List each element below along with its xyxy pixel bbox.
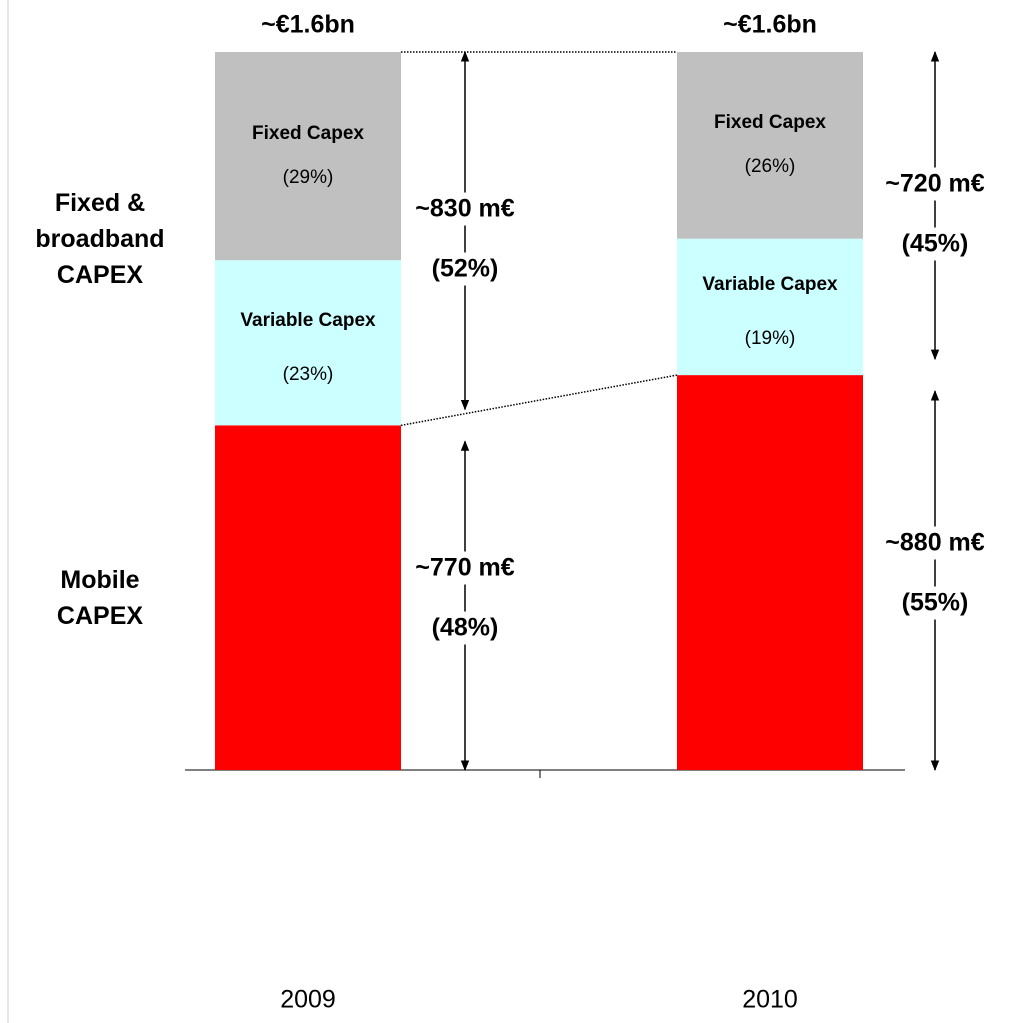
- total-label: ~€1.6bn: [723, 8, 817, 42]
- fixed-broadband-amount-label: ~830 m€: [415, 192, 515, 226]
- segment-name: Variable Capex: [240, 309, 376, 331]
- mobile-amount-label: ~880 m€: [885, 526, 985, 560]
- segment-value-label: (29%): [282, 167, 334, 189]
- x-tick-label: 2010: [742, 985, 798, 1014]
- connector: [400, 374, 678, 427]
- bar-segment: [215, 260, 401, 426]
- bar-segment: [215, 52, 401, 261]
- segment-value-label: (19%): [744, 327, 796, 349]
- segment-name: Variable Capex: [702, 273, 838, 295]
- group-label: Mobile CAPEX: [56, 565, 144, 630]
- mobile-share-label: (48%): [431, 611, 499, 645]
- bar-segment: [677, 375, 863, 770]
- bar-segment: [677, 238, 863, 376]
- segment-value-label: (26%): [744, 156, 796, 178]
- group-label: Fixed & broadband CAPEX: [35, 188, 165, 289]
- bar-segment: [677, 52, 863, 239]
- fixed-broadband-amount-label: ~720 m€: [885, 167, 985, 201]
- segment-value-label: (23%): [282, 363, 334, 385]
- segment-name: Fixed Capex: [252, 123, 364, 145]
- bar-segment: [215, 425, 401, 770]
- x-tick-label: 2009: [280, 985, 336, 1014]
- mobile-amount-label: ~770 m€: [415, 551, 515, 585]
- fixed-broadband-share-label: (45%): [901, 227, 969, 261]
- fixed-broadband-share-label: (52%): [431, 252, 499, 286]
- mobile-share-label: (55%): [901, 586, 969, 620]
- total-label: ~€1.6bn: [261, 8, 355, 42]
- segment-name: Fixed Capex: [714, 112, 826, 134]
